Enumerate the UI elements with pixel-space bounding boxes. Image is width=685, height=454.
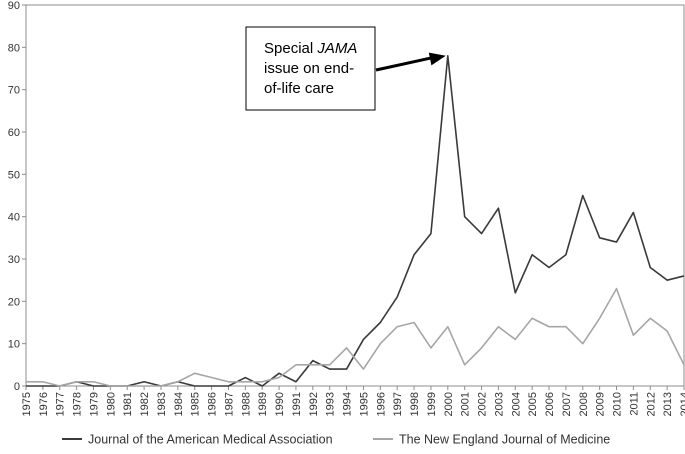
x-tick-label: 1980 [105, 392, 117, 416]
x-tick-label: 1976 [38, 392, 50, 416]
x-tick-label: 1990 [274, 392, 286, 416]
annotation-arrow-head [428, 52, 446, 66]
plot-frame [25, 4, 685, 387]
x-tick-label: 1977 [55, 392, 67, 416]
x-tick-label: 2013 [662, 392, 674, 416]
x-tick-label: 1993 [325, 392, 337, 416]
x-tick-label: 1994 [342, 392, 354, 416]
x-tick-label: 2008 [578, 392, 590, 416]
y-tick-label: 20 [8, 296, 20, 308]
annotation-text-line: issue on end- [264, 60, 354, 77]
x-tick-label: 1999 [426, 392, 438, 416]
annotation-text-line: of-life care [264, 80, 334, 97]
series-line-1 [26, 287, 685, 387]
x-tick-label: 1983 [156, 392, 168, 416]
x-tick-label: 1987 [223, 392, 235, 416]
x-tick-label: 2012 [645, 392, 657, 416]
y-tick-label: 80 [8, 42, 20, 54]
x-tick-label: 1992 [308, 392, 320, 416]
x-tick-label: 1991 [291, 392, 303, 416]
x-tick-label: 1981 [122, 392, 134, 416]
x-tick-label: 1997 [392, 392, 404, 416]
annotation-text-line: Special JAMA [264, 40, 357, 57]
y-tick-label: 0 [14, 381, 20, 393]
y-tick-label: 90 [8, 0, 20, 12]
x-tick-label: 1984 [173, 392, 185, 416]
x-tick-label: 2009 [595, 392, 607, 416]
x-tick-label: 2004 [510, 392, 522, 416]
y-tick-label: 60 [8, 127, 20, 139]
series-lines [26, 54, 685, 387]
y-tick-label: 10 [8, 339, 20, 351]
x-tick-label: 1982 [139, 392, 151, 416]
x-tick-label: 1986 [207, 392, 219, 416]
x-tick-label: 2005 [527, 392, 539, 416]
y-tick-label: 40 [8, 212, 20, 224]
annotation-box [245, 26, 376, 111]
annotation-emphasis: JAMA [316, 40, 357, 57]
x-tick-label: 2003 [493, 392, 505, 416]
x-tick-label: 2011 [628, 392, 640, 416]
legend: Journal of the American Medical Associat… [62, 433, 610, 447]
x-tick-label: 1996 [375, 392, 387, 416]
x-tick-label: 2014 [679, 392, 685, 416]
legend-label-0: Journal of the American Medical Associat… [88, 433, 333, 447]
x-tick-label: 1998 [409, 392, 421, 416]
series-line-0 [26, 54, 685, 387]
x-tick-label: 2006 [544, 392, 556, 416]
x-tick-label: 2007 [561, 392, 573, 416]
x-tick-label: 1975 [21, 392, 33, 416]
annotation: Special JAMA issue on end-of-life care [245, 26, 446, 111]
x-tick-label: 1979 [88, 392, 100, 416]
x-tick-label: 2000 [443, 392, 455, 416]
x-tick-label: 1985 [190, 392, 202, 416]
y-tick-label: 30 [8, 254, 20, 266]
annotation-arrow-shaft [375, 56, 433, 72]
x-tick-label: 2001 [460, 392, 472, 416]
y-tick-label: 50 [8, 169, 20, 181]
axes: 0 10 20 30 40 50 60 70 80 90 1975 1976 1977 1978 1979 1… [8, 0, 685, 416]
y-tick-label: 70 [8, 85, 20, 97]
x-tick-label: 2010 [612, 392, 624, 416]
x-tick-label: 1995 [358, 392, 370, 416]
legend-label-1: The New England Journal of Medicine [399, 433, 610, 447]
x-tick-label: 1989 [257, 392, 269, 416]
x-tick-label: 1988 [240, 392, 252, 416]
x-tick-label: 1978 [72, 392, 84, 416]
x-tick-label: 2002 [477, 392, 489, 416]
